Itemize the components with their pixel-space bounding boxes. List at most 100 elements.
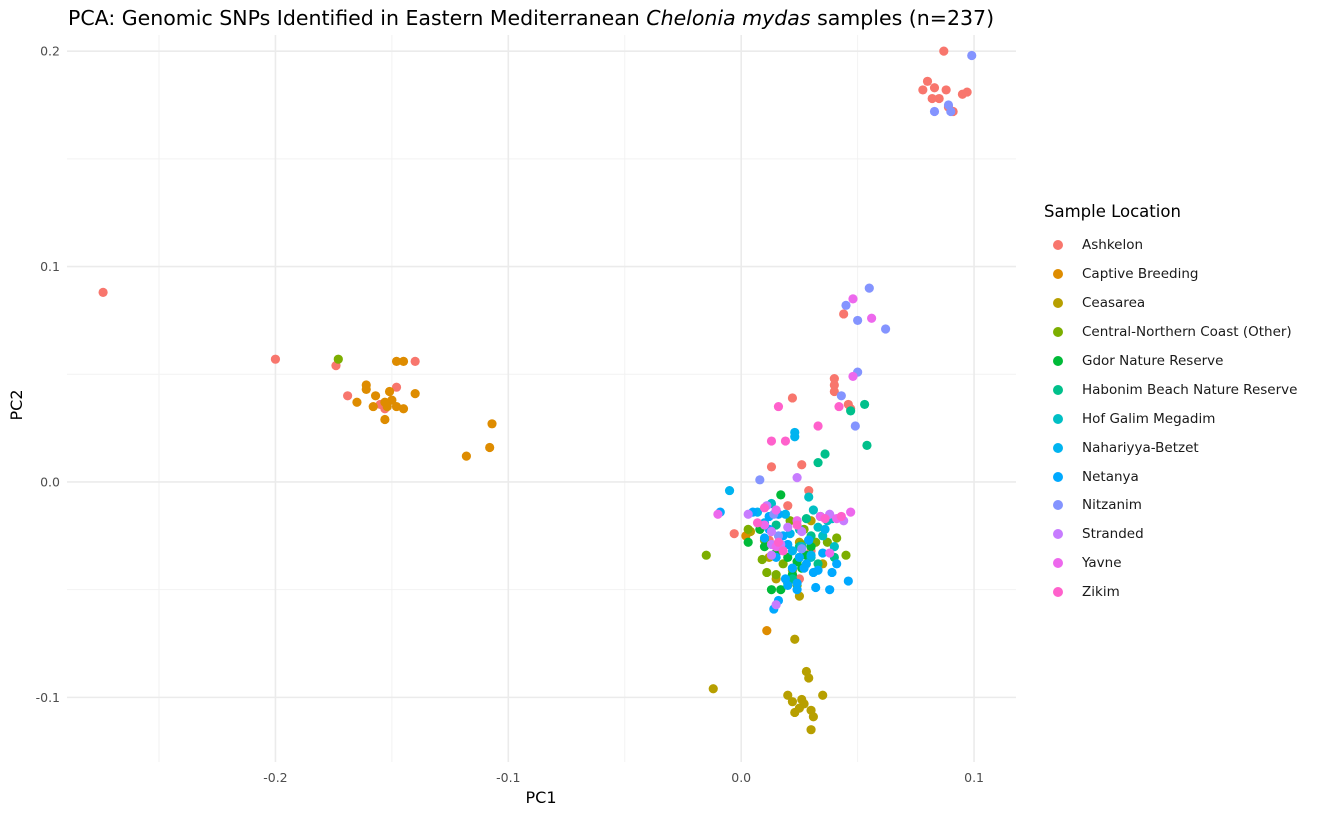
data-point	[825, 585, 835, 595]
data-point	[780, 509, 791, 519]
series-central-northern-coast-other	[333, 354, 851, 590]
data-point	[867, 313, 877, 323]
series-stranded	[743, 473, 849, 610]
legend-label: Habonim Beach Nature Reserve	[1082, 381, 1298, 398]
data-point	[792, 585, 802, 595]
data-point	[708, 684, 718, 694]
data-point	[804, 485, 814, 496]
data-point	[787, 393, 798, 403]
data-point	[270, 354, 281, 364]
data-point	[780, 436, 791, 446]
data-point	[792, 473, 802, 483]
major-gridlines	[67, 35, 1016, 762]
legend-marker	[1053, 500, 1063, 511]
data-point	[382, 401, 392, 412]
data-point	[752, 518, 763, 528]
legend-items: Ashkelon Captive Breeding Ceasarea Central-…	[1044, 231, 1297, 607]
legend-label: Zikim	[1082, 584, 1120, 601]
data-point	[836, 391, 846, 401]
data-point	[941, 85, 951, 95]
data-point	[387, 395, 397, 405]
data-point	[848, 294, 858, 304]
data-point	[934, 93, 944, 104]
data-point	[822, 537, 832, 547]
legend-marker	[1053, 471, 1063, 482]
data-point	[804, 535, 814, 545]
legend-item: Nahariyya-Betzet	[1044, 433, 1297, 462]
data-point	[368, 401, 378, 412]
data-point	[773, 401, 784, 412]
legend-label: Hof Galim Megadim	[1082, 410, 1216, 427]
legend-label: Ceasarea	[1082, 295, 1146, 312]
chart-title-prefix: PCA: Genomic SNPs Identified in Eastern …	[68, 6, 647, 30]
data-point	[799, 563, 809, 573]
data-point	[410, 356, 420, 366]
data-point	[759, 503, 770, 513]
data-point	[485, 442, 495, 453]
data-point	[783, 522, 793, 532]
data-point	[743, 524, 753, 534]
data-point	[806, 725, 816, 735]
data-point	[829, 373, 839, 384]
data-point	[766, 585, 777, 595]
data-point	[461, 451, 471, 461]
legend-marker	[1053, 327, 1063, 338]
chart-title-species: Chelonia mydas	[646, 6, 811, 30]
data-point	[848, 371, 858, 382]
data-point	[818, 548, 828, 558]
data-point	[391, 401, 402, 412]
data-point	[361, 384, 371, 394]
data-point	[839, 309, 849, 319]
data-point	[818, 690, 828, 700]
legend: Sample Location Ashkelon Captive Breeding…	[1044, 202, 1297, 607]
data-point	[794, 552, 805, 562]
data-point	[850, 421, 860, 431]
data-point	[862, 440, 872, 450]
data-point	[783, 501, 793, 511]
data-point	[783, 580, 793, 590]
data-point	[797, 544, 807, 554]
legend-marker	[1053, 442, 1063, 453]
data-point	[927, 93, 937, 104]
data-point	[762, 567, 772, 578]
data-point	[771, 600, 781, 610]
legend-marker	[1053, 269, 1063, 280]
y-tick-label: 0.2	[40, 44, 60, 59]
data-point	[813, 421, 823, 431]
data-point	[98, 287, 108, 298]
data-point	[834, 401, 844, 412]
data-point	[836, 511, 846, 522]
y-tick-label: 0.1	[40, 259, 60, 274]
data-point	[808, 712, 818, 722]
data-point	[776, 490, 786, 500]
legend-marker	[1053, 384, 1063, 395]
data-point	[771, 569, 781, 580]
y-tick-label: 0.0	[40, 474, 60, 489]
legend-label: Nahariyya-Betzet	[1082, 439, 1199, 456]
data-point	[790, 707, 800, 718]
legend-marker	[1053, 558, 1063, 569]
legend-item: Stranded	[1044, 520, 1297, 549]
x-tick-label: 0.0	[731, 770, 751, 785]
data-point	[864, 283, 874, 293]
chart-title-suffix: samples (n=237)	[810, 6, 995, 30]
data-point	[729, 529, 739, 539]
data-point	[487, 419, 497, 429]
data-point	[820, 524, 830, 534]
data-point	[757, 554, 767, 565]
series-hof-galim-megadim	[766, 492, 839, 562]
legend-label: Central-Northern Coast (Other)	[1082, 324, 1292, 341]
data-point	[398, 404, 409, 414]
data-point	[808, 567, 818, 578]
legend-label: Netanya	[1082, 468, 1139, 485]
legend-item: Yavne	[1044, 549, 1297, 578]
data-point	[922, 76, 933, 86]
data-point	[787, 563, 798, 573]
data-point	[783, 552, 793, 562]
data-point	[398, 356, 409, 366]
data-point	[880, 324, 891, 334]
data-point	[811, 582, 821, 593]
minor-gridlines	[67, 35, 1016, 762]
series-yavne	[713, 294, 877, 558]
data-point	[701, 550, 711, 560]
